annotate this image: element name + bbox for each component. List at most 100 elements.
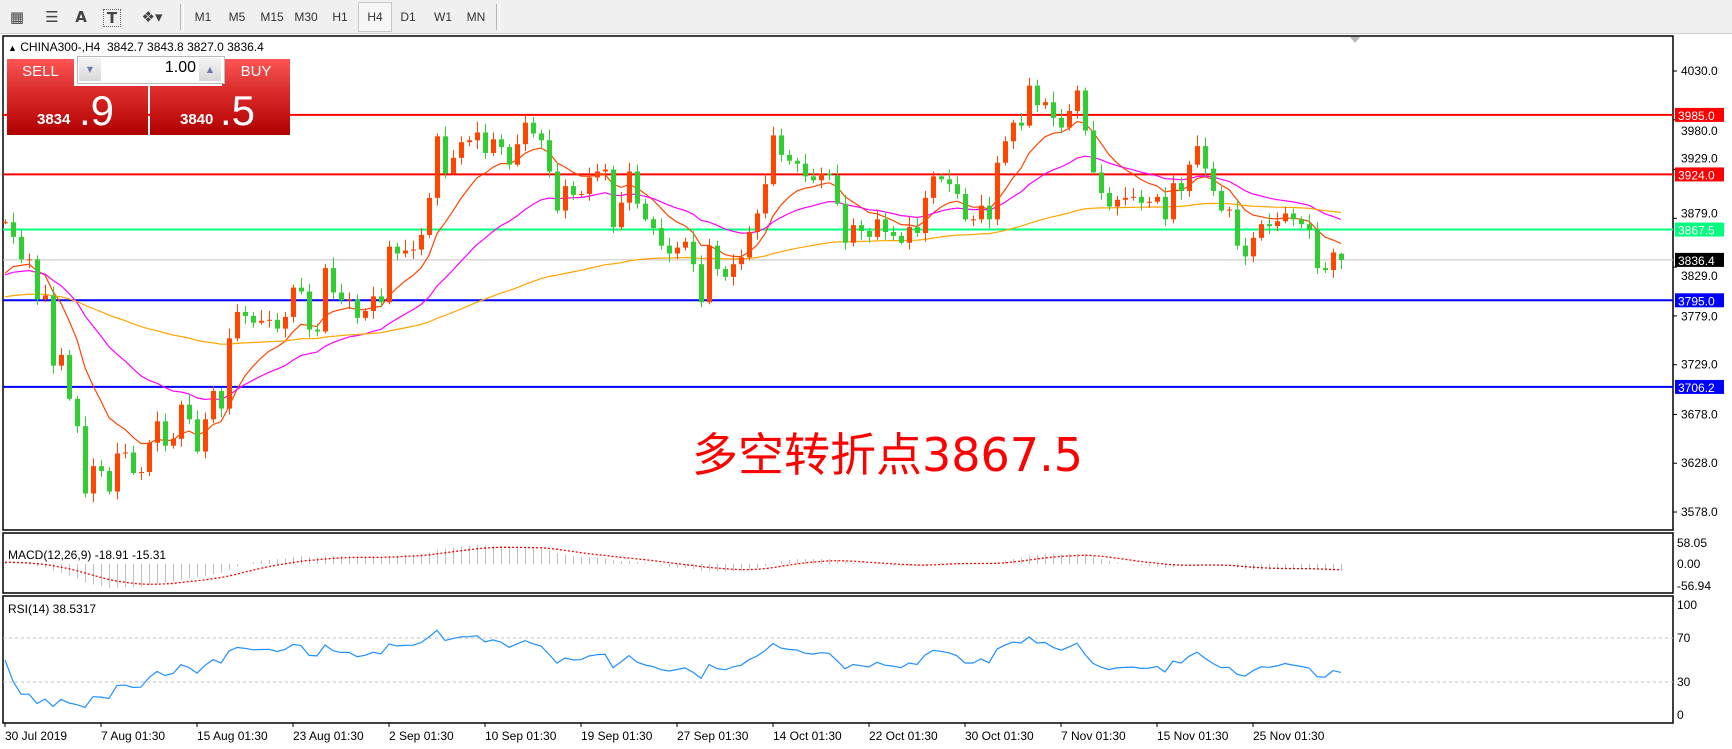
- candle-body: [731, 264, 736, 277]
- tf-mn[interactable]: MN: [466, 10, 486, 24]
- candle-body: [1155, 196, 1160, 202]
- price-tick-label: 3879.0: [1681, 207, 1718, 221]
- candle-body: [411, 249, 416, 251]
- candle-body: [243, 311, 248, 316]
- candle-body: [19, 236, 24, 260]
- chart-shift-marker[interactable]: [1350, 37, 1360, 43]
- candle-body: [99, 466, 104, 472]
- candle-body: [1187, 164, 1192, 192]
- candle: [1003, 136, 1008, 166]
- candle: [379, 288, 384, 308]
- candle: [331, 257, 336, 300]
- candle-body: [691, 241, 696, 265]
- candle: [675, 241, 680, 260]
- sell-button[interactable]: SELL: [7, 59, 74, 87]
- candle: [123, 443, 128, 459]
- tf-h4[interactable]: H4: [358, 2, 392, 32]
- candle: [611, 165, 616, 233]
- candle-body: [131, 452, 136, 473]
- candle-body: [235, 311, 240, 339]
- candle: [811, 168, 816, 184]
- candle: [467, 136, 472, 147]
- candle: [1099, 164, 1104, 200]
- candle: [363, 308, 368, 321]
- candle-body: [1267, 224, 1272, 227]
- candle-body: [107, 471, 112, 492]
- candle: [659, 218, 664, 250]
- candle-body: [587, 177, 592, 194]
- tf-d1[interactable]: D1: [400, 10, 416, 24]
- candle: [771, 126, 776, 187]
- tf-m15[interactable]: M15: [260, 10, 284, 24]
- candle-body: [259, 320, 264, 323]
- elliott-wave-icon[interactable]: ▦: [9, 8, 25, 26]
- candle-body: [1067, 111, 1072, 128]
- candle: [187, 393, 192, 425]
- candle-body: [1235, 209, 1240, 246]
- candle-body: [459, 142, 464, 158]
- level-label-bg: [1675, 222, 1724, 237]
- candle: [843, 194, 848, 250]
- fibonacci-icon[interactable]: ☰: [45, 8, 58, 26]
- candle-body: [1091, 130, 1096, 173]
- candle: [483, 123, 488, 159]
- candle-body: [1275, 221, 1280, 227]
- candle-body: [579, 193, 584, 195]
- candle: [1275, 212, 1280, 232]
- candle: [747, 226, 752, 261]
- arrows-icon[interactable]: ❖▾: [141, 8, 163, 26]
- candle-body: [403, 250, 408, 254]
- candle: [515, 134, 520, 167]
- buy-button[interactable]: BUY: [222, 59, 290, 87]
- tf-m1[interactable]: M1: [194, 10, 212, 24]
- candle: [211, 386, 216, 424]
- candle: [307, 283, 312, 338]
- lots-decrease-button[interactable]: ▼: [79, 58, 101, 81]
- candle-body: [899, 235, 904, 243]
- candle: [1299, 216, 1304, 229]
- candle: [995, 155, 1000, 226]
- candle: [955, 176, 960, 199]
- candle-body: [867, 231, 872, 237]
- candle-body: [3, 222, 8, 224]
- candle: [531, 116, 536, 138]
- tf-m5[interactable]: M5: [228, 10, 246, 24]
- candle-body: [1139, 196, 1144, 203]
- tf-h1[interactable]: H1: [332, 10, 348, 24]
- candle: [883, 211, 888, 240]
- candle: [59, 348, 64, 371]
- candle: [11, 212, 16, 244]
- collapse-triangle-icon[interactable]: ▲: [8, 43, 17, 53]
- candle: [939, 173, 944, 183]
- sell-price-box[interactable]: 3834 .9: [7, 86, 148, 135]
- candle: [1115, 195, 1120, 216]
- level-label-bg: [1675, 167, 1724, 182]
- candle: [715, 240, 720, 276]
- tf-w1[interactable]: W1: [434, 10, 452, 24]
- candle-body: [283, 316, 288, 329]
- tf-m30[interactable]: M30: [294, 10, 318, 24]
- one-click-trading-panel: SELL BUY ▼ 1.00 ▲ 3834 .9 3840 .5: [7, 56, 290, 136]
- candle: [763, 173, 768, 219]
- candle-body: [1179, 183, 1184, 192]
- candle-body: [771, 135, 776, 185]
- candle: [1323, 262, 1328, 273]
- candle: [491, 132, 496, 156]
- ma-fast-line: [4, 120, 1342, 445]
- text-label-icon[interactable]: T: [103, 9, 121, 27]
- candle-body: [875, 219, 880, 237]
- candle: [1227, 206, 1232, 218]
- candle: [667, 237, 672, 263]
- time-tick-label: 14 Oct 01:30: [773, 729, 842, 743]
- text-icon[interactable]: A: [75, 8, 87, 26]
- lots-input[interactable]: 1.00: [164, 59, 196, 76]
- buy-price-box[interactable]: 3840 .5: [150, 86, 290, 135]
- candle-body: [843, 203, 848, 243]
- candle: [395, 242, 400, 261]
- candle: [147, 439, 152, 476]
- lots-increase-button[interactable]: ▲: [199, 58, 221, 81]
- candle-body: [315, 329, 320, 332]
- candle-body: [987, 205, 992, 220]
- price-tick-label: 4030.0: [1681, 64, 1718, 78]
